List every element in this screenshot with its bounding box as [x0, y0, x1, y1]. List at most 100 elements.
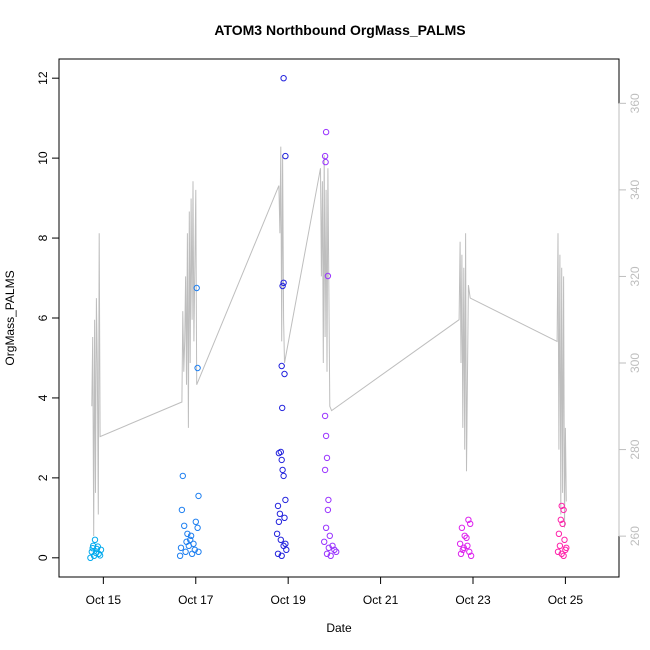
data-point	[178, 506, 186, 514]
data-point	[324, 506, 332, 514]
y-tick-label: 2	[36, 474, 50, 481]
data-point	[90, 542, 97, 549]
data-point	[281, 370, 288, 378]
data-point	[278, 552, 285, 559]
y2-tick-label: 260	[628, 526, 642, 546]
data-point	[277, 448, 284, 456]
data-point	[279, 466, 286, 474]
data-point	[323, 454, 331, 462]
y-tick-label: 6	[36, 314, 50, 321]
data-point	[89, 545, 96, 552]
data-point	[331, 546, 338, 553]
y-axis-label: OrgMass_PALMS	[3, 270, 17, 365]
data-point	[457, 550, 465, 557]
x-tick-label: Oct 25	[548, 593, 584, 607]
data-point	[273, 530, 281, 537]
y-axis: 0 2 4 6 8 10 12	[36, 71, 60, 561]
data-point	[279, 404, 286, 412]
data-point	[326, 532, 333, 539]
y2-axis: 260 280 300 320 340 360	[618, 93, 642, 546]
x-axis-label: Date	[326, 621, 352, 635]
data-point	[177, 544, 185, 551]
chart-title: ATOM3 Northbound OrgMass_PALMS	[214, 22, 465, 38]
data-point	[463, 534, 470, 541]
data-point	[322, 524, 330, 531]
data-point	[91, 536, 99, 543]
data-point	[461, 532, 468, 539]
data-point	[321, 466, 329, 474]
y-tick-label: 4	[36, 394, 50, 401]
data-point	[557, 516, 564, 523]
points-group	[87, 75, 570, 561]
data-point	[274, 502, 282, 510]
data-point	[322, 432, 330, 440]
data-point	[556, 542, 564, 549]
data-point	[324, 272, 332, 280]
data-point	[279, 282, 286, 290]
data-point	[459, 546, 466, 553]
data-point	[183, 538, 190, 545]
y-tick-label: 10	[36, 151, 50, 165]
data-point	[560, 506, 567, 514]
x-tick-label: Oct 19	[270, 593, 306, 607]
data-point	[283, 546, 290, 553]
data-point	[191, 546, 199, 553]
data-point	[281, 514, 288, 521]
data-point	[559, 520, 566, 527]
x-axis: Oct 15 Oct 17 Oct 19 Oct 21 Oct 23 Oct 25	[86, 576, 584, 607]
y2-tick-label: 280	[628, 439, 642, 459]
data-point	[323, 550, 331, 557]
data-point	[96, 552, 104, 559]
data-point	[558, 502, 565, 510]
y2-tick-label: 340	[628, 180, 642, 200]
data-point	[322, 158, 329, 166]
data-point	[325, 496, 332, 504]
data-point	[456, 540, 464, 547]
data-point	[321, 538, 328, 545]
data-point	[194, 364, 201, 372]
y2-tick-label: 360	[628, 93, 642, 113]
data-point	[327, 552, 334, 559]
data-point	[561, 536, 568, 543]
data-point	[187, 536, 194, 543]
x-tick-label: Oct 23	[455, 593, 491, 607]
data-point	[280, 472, 287, 480]
series-line-group	[91, 146, 567, 537]
plot-frame	[58, 58, 620, 578]
data-point	[282, 496, 289, 504]
data-point	[278, 456, 285, 464]
data-point	[274, 550, 282, 557]
x-tick-label: Oct 15	[86, 593, 122, 607]
data-point	[322, 128, 330, 136]
y-tick-label: 12	[36, 71, 50, 85]
data-point	[277, 536, 284, 543]
data-point	[184, 530, 191, 537]
data-point	[282, 540, 289, 547]
data-point	[555, 530, 563, 537]
data-point	[195, 548, 202, 555]
data-point	[554, 548, 562, 555]
data-point	[278, 362, 285, 370]
x-tick-label: Oct 21	[363, 593, 399, 607]
data-point	[87, 554, 94, 561]
data-point	[280, 75, 287, 82]
data-point	[282, 152, 289, 160]
data-point	[179, 472, 187, 480]
data-point	[563, 544, 570, 551]
data-point	[275, 518, 283, 525]
data-point	[467, 552, 475, 559]
data-point	[325, 544, 332, 551]
series-line	[91, 146, 567, 537]
data-point	[280, 279, 287, 286]
data-point	[465, 516, 472, 523]
data-point	[464, 542, 471, 549]
y-tick-label: 0	[36, 554, 50, 561]
data-point	[321, 152, 329, 160]
data-point	[182, 548, 189, 555]
data-point	[193, 284, 200, 292]
data-point	[560, 552, 567, 559]
data-point	[187, 532, 195, 539]
data-point	[466, 548, 473, 555]
data-point	[558, 550, 565, 557]
